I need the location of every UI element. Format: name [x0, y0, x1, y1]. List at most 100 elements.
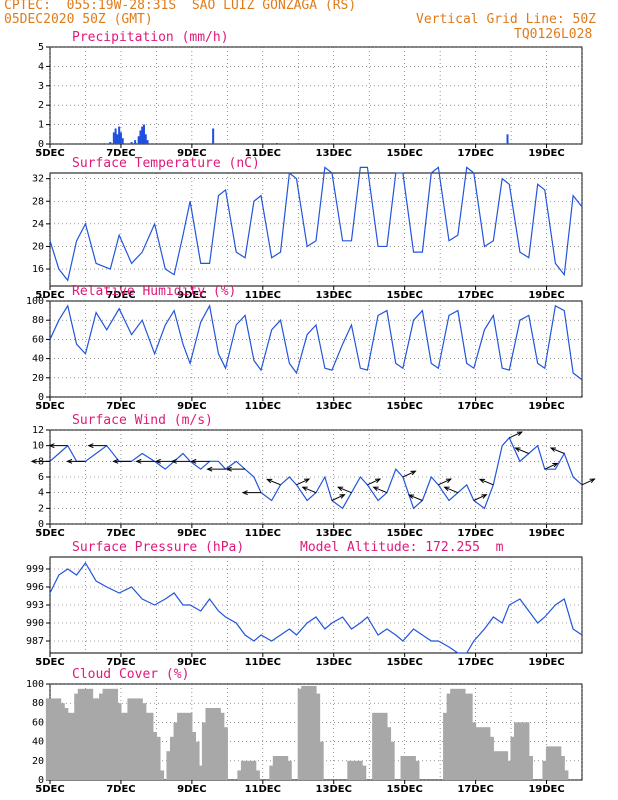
x-tick-label: 15DEC — [386, 784, 422, 795]
y-tick-label: 60 — [32, 717, 44, 728]
panel-frame — [49, 46, 583, 145]
precip-bar — [109, 142, 112, 144]
y-tick-label: 996 — [26, 582, 44, 593]
x-tick-label: 19DEC — [528, 528, 564, 539]
precip-bar — [114, 128, 117, 144]
x-tick-label: 17DEC — [457, 290, 493, 301]
x-tick-label: 7DEC — [106, 528, 135, 539]
panel-title: Precipitation (mm/h) — [72, 30, 229, 45]
x-tick-label: 19DEC — [528, 784, 564, 795]
precip-bar — [212, 128, 215, 144]
wind-arrow-head — [48, 443, 55, 449]
x-tick-label: 9DEC — [177, 528, 206, 539]
y-tick-label: 40 — [32, 737, 44, 748]
precip-bar — [118, 126, 121, 144]
y-tick-label: 987 — [26, 636, 44, 647]
panel-frame — [49, 300, 583, 398]
y-tick-label: 1 — [38, 120, 44, 131]
header-run: 05DEC2020 50Z (GMT) — [4, 12, 153, 27]
wind-arrow-head — [481, 494, 488, 499]
cloud-bar — [244, 770, 260, 780]
y-tick-label: 20 — [32, 241, 44, 252]
y-tick-label: 5 — [38, 42, 44, 53]
wind-arrow — [367, 478, 381, 486]
wind-arrow — [550, 447, 565, 454]
x-tick-label: 13DEC — [316, 528, 352, 539]
panel-title: Surface Pressure (hPa) — [72, 540, 245, 555]
cloud-bar — [145, 736, 161, 780]
wind-arrow-head — [589, 478, 596, 484]
y-tick-label: 0 — [38, 139, 44, 150]
y-tick-label: 4 — [38, 61, 44, 72]
wind-arrow-head — [304, 478, 311, 484]
precip-bar — [146, 140, 149, 144]
x-tick-label: 13DEC — [316, 657, 352, 668]
x-tick-label: 15DEC — [386, 401, 422, 412]
x-tick-label: 17DEC — [457, 528, 493, 539]
wind-arrow-head — [552, 462, 559, 468]
precip-bar — [119, 132, 122, 144]
wind-arrow — [473, 494, 487, 501]
wind-arrow — [267, 478, 281, 486]
header-source: CPTEC: 055:19W-28:31S SAO LUIZ GONZAGA (… — [4, 0, 357, 13]
wind-arrow-head — [337, 486, 344, 492]
wind-arrow — [581, 478, 595, 486]
series-line — [49, 166, 583, 282]
wind-arrow — [509, 431, 523, 439]
x-tick-label: 17DEC — [457, 657, 493, 668]
x-tick-label: 19DEC — [528, 657, 564, 668]
wind-arrow-head — [478, 478, 486, 484]
y-tick-label: 100 — [26, 679, 44, 690]
wind-arrow — [444, 486, 459, 494]
x-tick-label: 11DEC — [245, 528, 281, 539]
x-tick-label: 19DEC — [528, 401, 564, 412]
wind-arrow-head — [30, 458, 37, 464]
precip-bar — [130, 142, 133, 144]
y-tick-label: 10 — [32, 441, 44, 452]
precip-bar — [63, 143, 66, 144]
x-tick-label: 11DEC — [245, 148, 281, 159]
y-tick-label: 16 — [32, 264, 44, 275]
cloud-bar — [187, 765, 204, 780]
panel-note: Model Altitude: 172.255 m — [300, 540, 504, 555]
header-grid-note: Vertical Grid Line: 50Z — [416, 12, 597, 27]
wind-arrow — [302, 486, 317, 494]
x-tick-label: 11DEC — [245, 784, 281, 795]
precip-bar — [506, 134, 509, 144]
y-tick-label: 32 — [32, 174, 44, 185]
x-tick-label: 5DEC — [35, 528, 64, 539]
x-tick-label: 5DEC — [35, 401, 64, 412]
wind-arrow — [296, 478, 310, 486]
wind-arrow-head — [135, 458, 142, 464]
cloud-bar — [553, 770, 569, 780]
x-tick-label: 9DEC — [177, 401, 206, 412]
wind-arrow — [515, 447, 529, 454]
y-tick-label: 24 — [32, 219, 44, 230]
x-tick-label: 13DEC — [316, 290, 352, 301]
x-tick-label: 7DEC — [106, 290, 135, 301]
x-tick-label: 13DEC — [316, 784, 352, 795]
x-tick-label: 19DEC — [528, 148, 564, 159]
x-tick-label: 15DEC — [386, 657, 422, 668]
precip-bar — [141, 126, 144, 144]
wind-arrow-head — [154, 458, 161, 464]
wind-arrow-head — [372, 486, 379, 492]
cloud-bar — [212, 727, 228, 780]
precip-bar — [275, 143, 278, 144]
precip-bar — [121, 138, 124, 144]
panel-title: Relative Humidity (%) — [72, 284, 237, 299]
wind-arrow-head — [190, 458, 197, 464]
wind-arrow-head — [87, 443, 94, 449]
x-tick-label: 7DEC — [106, 657, 135, 668]
panel-title: Surface Wind (m/s) — [72, 413, 213, 428]
cloud-bar — [404, 760, 420, 780]
wind-arrow — [544, 462, 558, 470]
x-tick-label: 5DEC — [35, 148, 64, 159]
cloud-bar — [496, 760, 512, 780]
y-tick-label: 3 — [38, 81, 44, 92]
y-tick-label: 2 — [38, 503, 44, 514]
wind-arrow-head — [66, 458, 73, 464]
x-tick-label: 9DEC — [177, 290, 206, 301]
x-tick-label: 13DEC — [316, 148, 352, 159]
x-tick-label: 9DEC — [177, 148, 206, 159]
